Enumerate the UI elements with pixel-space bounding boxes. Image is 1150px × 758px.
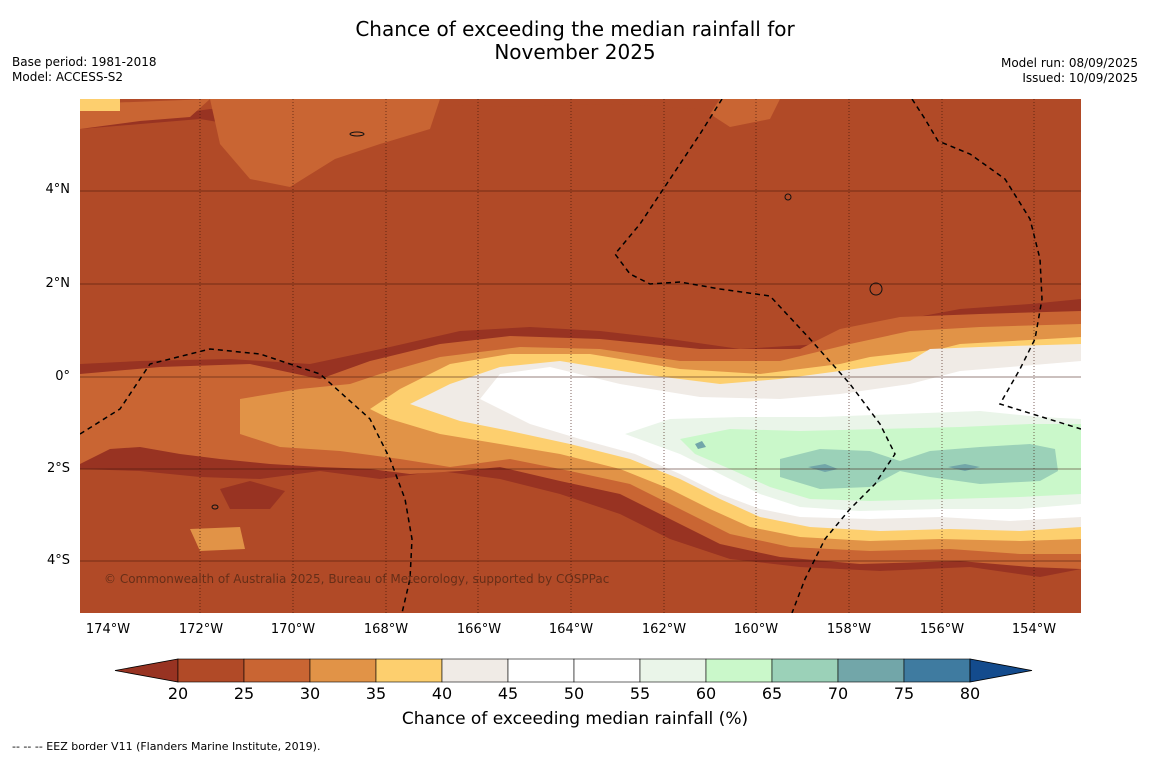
meta-left: Base period: 1981-2018 Model: ACCESS-S2: [12, 55, 157, 85]
patch-low-dark: [220, 481, 285, 509]
chart-title: Chance of exceeding the median rainfall …: [0, 18, 1150, 64]
cb-tick-65: 65: [761, 684, 783, 703]
cb-tick-55: 55: [629, 684, 651, 703]
lat-label-4n: 4°N: [45, 182, 71, 197]
patch-35-40-low: [190, 527, 245, 551]
meta-right: Model run: 08/09/2025 Issued: 10/09/2025: [1001, 56, 1138, 86]
issued-date: Issued: 10/09/2025: [1022, 71, 1138, 85]
band-25-30: [80, 99, 1081, 613]
lon-label-164w: 164°W: [548, 622, 594, 637]
lon-label-162w: 162°W: [641, 622, 687, 637]
lon-label-158w: 158°W: [826, 622, 872, 637]
lon-label-174w: 174°W: [85, 622, 131, 637]
colorbar-segment: [177, 658, 245, 683]
patch-30-35-top: [710, 99, 780, 127]
lon-label-168w: 168°W: [363, 622, 409, 637]
cb-tick-40: 40: [431, 684, 453, 703]
cb-tick-60: 60: [695, 684, 717, 703]
colorbar-segment: [507, 658, 575, 683]
eez-borders: [80, 99, 1081, 613]
lon-label-154w: 154°W: [1011, 622, 1057, 637]
colorbar-label: Chance of exceeding median rainfall (%): [401, 709, 749, 729]
lon-label-156w: 156°W: [919, 622, 965, 637]
base-period: Base period: 1981-2018: [12, 55, 157, 69]
colorbar-segment: [837, 658, 905, 683]
cb-tick-25: 25: [233, 684, 255, 703]
colorbar-segment: [639, 658, 707, 683]
lat-label-2n: 2°N: [45, 276, 71, 291]
colorbar-segment: [573, 658, 641, 683]
graticule-lat: [80, 190, 1081, 562]
colorbar-segment: [441, 658, 509, 683]
colorbar-segment: [375, 658, 443, 683]
cb-tick-45: 45: [497, 684, 519, 703]
land-outlines: [211, 131, 883, 510]
lat-label-0: 0°: [55, 369, 70, 384]
colorbar-segment: [771, 658, 839, 683]
title-line-1: Chance of exceeding the median rainfall …: [355, 17, 795, 41]
lon-label-170w: 170°W: [270, 622, 316, 637]
copyright-notice: © Commonwealth of Australia 2025, Bureau…: [104, 572, 610, 586]
cb-tick-30: 30: [299, 684, 321, 703]
colorbar: [114, 658, 1033, 683]
lon-label-160w: 160°W: [733, 622, 779, 637]
colorbar-segment: [243, 658, 311, 683]
cb-tick-20: 20: [167, 684, 189, 703]
lat-label-2s: 2°S: [46, 461, 70, 476]
cb-tick-70: 70: [827, 684, 849, 703]
title-line-2: November 2025: [494, 40, 656, 64]
lon-label-172w: 172°W: [178, 622, 224, 637]
colorbar-segment: [903, 658, 971, 683]
footnote-eez: -- -- -- EEZ border V11 (Flanders Marine…: [12, 740, 321, 753]
colorbar-segment: [309, 658, 377, 683]
rainfall-map: [80, 99, 1081, 613]
lat-label-4s: 4°S: [46, 553, 70, 568]
cb-tick-80: 80: [959, 684, 981, 703]
colorbar-extend-low: [114, 658, 179, 683]
colorbar-segment: [705, 658, 773, 683]
cb-tick-35: 35: [365, 684, 387, 703]
cb-tick-75: 75: [893, 684, 915, 703]
cb-tick-50: 50: [563, 684, 585, 703]
band-65-70: [780, 444, 1058, 489]
model-name: Model: ACCESS-S2: [12, 70, 124, 84]
patch-40-45-top: [80, 99, 120, 111]
lon-label-166w: 166°W: [456, 622, 502, 637]
model-run: Model run: 08/09/2025: [1000, 56, 1138, 70]
colorbar-extend-high: [969, 658, 1033, 683]
